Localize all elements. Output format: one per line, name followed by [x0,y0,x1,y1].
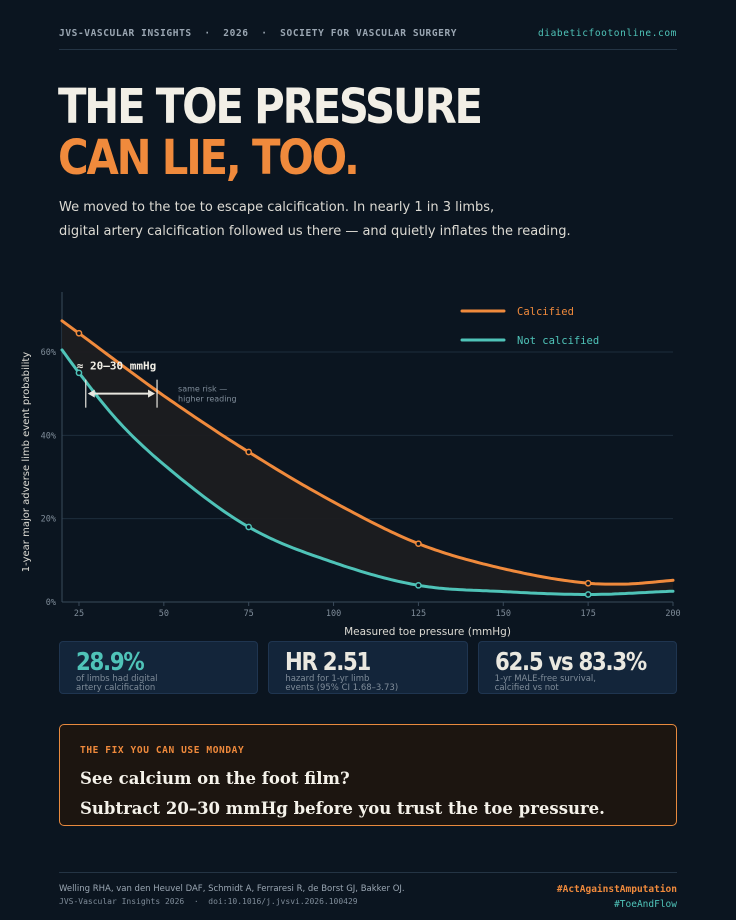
y-tick-label: 60% [41,348,56,358]
shift-arrowhead-right [148,389,156,398]
shift-note-line-1: same risk — [178,385,227,394]
footer: Welling RHA, van den Heuvel DAF, Schmidt… [59,872,677,912]
data-point [415,581,422,589]
citation: JVS-Vascular Insights 2026 · doi:10.1016… [59,897,358,906]
series-line-calcified [60,319,675,586]
stat-card-survival: 62.5 vs 83.3% 1-yr MALE-free survival, c… [477,641,677,694]
risk-chart: 0% 20% 40% 60% 25 50 75 100 125 150 175 200 Measured… [21,292,681,638]
data-point [584,591,592,598]
x-tick-label: 25 [74,609,84,619]
stat-card-calcification: 28.9% of limbs had digital artery calcif… [59,641,259,694]
author-list: Welling RHA, van den Heuvel DAF, Schmidt… [59,884,405,894]
shift-note-line-2: higher reading [178,395,237,404]
x-tick-label: 50 [159,609,169,619]
subtitle-line-2: digital artery calcification followed us… [59,224,571,239]
headline-line-1: THE TOE PRESSURE [58,79,483,135]
fix-line-1: See calcium on the foot film? [80,769,350,788]
stat-card-hazard: HR 2.51 hazard for 1-yr limb events (95%… [268,641,468,694]
legend-label: Not calcified [517,335,599,347]
top-bar: JVS-VASCULAR INSIGHTS · 2026 · SOCIETY F… [59,28,677,50]
fix-line-2: Subtract 20–30 mmHg before you trust the… [80,799,605,818]
data-point [245,448,253,456]
x-tick-label: 200 [665,609,680,619]
x-tick-label: 175 [580,609,595,619]
stat-caption: 1-yr MALE-free survival, calcified vs no… [494,674,596,693]
stats-row: 28.9% of limbs had digital artery calcif… [59,641,677,694]
y-axis-label: 1-year major adverse limb event probabil… [21,352,32,572]
data-point [415,540,422,548]
y-tick-label: 40% [41,431,56,441]
stat-caption: hazard for 1-yr limb events (95% CI 1.68… [285,674,399,693]
legend-label: Calcified [517,306,574,318]
hashtag-toe-and-flow[interactable]: #ToeAndFlow [614,899,677,910]
headline-line-2: CAN LIE, TOO. [58,130,360,186]
subtitle-line-1: We moved to the toe to escape calcificat… [59,200,495,215]
fix-label: THE FIX YOU CAN USE MONDAY [80,745,245,756]
data-point [75,329,83,337]
series-line-not-calcified [60,348,675,596]
gap-area [62,320,673,595]
fix-callout: THE FIX YOU CAN USE MONDAY See calcium o… [59,724,677,826]
website-link[interactable]: diabeticfootonline.com [537,28,677,39]
shift-label: ≈ 20–30 mmHg [77,360,156,373]
x-tick-label: 125 [411,609,426,619]
journal-line: JVS-VASCULAR INSIGHTS · 2026 · SOCIETY F… [59,28,458,39]
data-point [75,369,83,377]
data-point [584,579,592,587]
stat-caption: of limbs had digital artery calcificatio… [76,674,158,693]
x-tick-label: 100 [326,609,341,619]
data-point [245,523,253,531]
x-tick-label: 75 [244,609,254,619]
y-tick-label: 20% [41,515,56,525]
stat-value: 28.9% [76,647,145,676]
x-axis-label: Measured toe pressure (mmHg) [344,626,511,638]
stat-value: HR 2.51 [285,647,371,676]
y-tick-label: 0% [46,598,56,608]
x-tick-label: 150 [496,609,511,619]
shift-arrowhead-left [87,389,95,398]
headline: THE TOE PRESSURE CAN LIE, TOO. [58,79,483,186]
stat-value: 62.5 vs 83.3% [494,647,647,676]
hashtag-act-against-amputation[interactable]: #ActAgainstAmputation [556,884,677,895]
subtitle: We moved to the toe to escape calcificat… [59,196,659,244]
